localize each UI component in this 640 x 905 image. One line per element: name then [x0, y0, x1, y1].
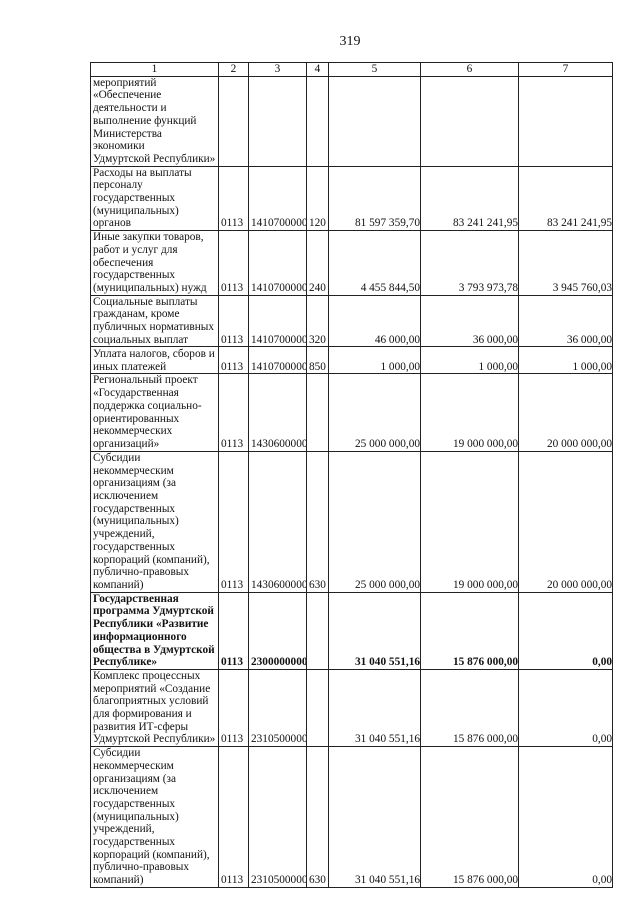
cell-col-7: 36 000,00 — [518, 294, 613, 348]
cell-col-5: 31 040 551,16 — [328, 746, 421, 888]
cell-col-2: 0113 — [218, 746, 249, 888]
cell-col-4 — [306, 668, 329, 748]
header-cell: 1 — [90, 62, 219, 77]
cell-col-3: 2310500000 — [248, 746, 307, 888]
cell-col-6: 15 876 000,00 — [420, 746, 519, 888]
table-row: Комплекс процессных мероприятий «Создани… — [90, 668, 613, 748]
cell-col-7: 0,00 — [518, 668, 613, 748]
table-row: Региональный проект «Государственная под… — [90, 373, 613, 452]
header-cell: 7 — [518, 62, 613, 77]
cell-col-6: 19 000 000,00 — [420, 373, 519, 452]
cell-col-7: 0,00 — [518, 591, 613, 670]
cell-col-5: 25 000 000,00 — [328, 450, 421, 593]
cell-col-6: 36 000,00 — [420, 294, 519, 348]
table-row: Социальные выплаты гражданам, кроме публ… — [90, 294, 613, 348]
cell-col-5 — [328, 75, 421, 167]
cell-col-3: 1410700000 — [248, 294, 307, 348]
cell-col-6: 1 000,00 — [420, 346, 519, 375]
row-label: Социальные выплаты гражданам, кроме публ… — [90, 294, 219, 348]
cell-col-4: 240 — [306, 230, 329, 296]
cell-col-2: 0113 — [218, 450, 249, 593]
header-cell: 6 — [420, 62, 519, 77]
cell-col-4: 320 — [306, 294, 329, 348]
cell-col-6: 15 876 000,00 — [420, 668, 519, 748]
cell-col-2 — [218, 75, 249, 167]
cell-col-7: 83 241 241,95 — [518, 165, 613, 232]
row-label: Иные закупки товаров, работ и услуг для … — [90, 230, 219, 296]
header-cell: 3 — [248, 62, 307, 77]
cell-col-4 — [306, 373, 329, 452]
row-label: Субсидии некоммерческим организациям (за… — [90, 450, 219, 593]
cell-col-7: 1 000,00 — [518, 346, 613, 375]
cell-col-4: 120 — [306, 165, 329, 232]
cell-col-6: 83 241 241,95 — [420, 165, 519, 232]
cell-col-3: 1410700000 — [248, 165, 307, 232]
cell-col-6: 19 000 000,00 — [420, 450, 519, 593]
table-row: Уплата налогов, сборов и иных платежей 01… — [90, 346, 613, 375]
cell-col-7 — [518, 75, 613, 167]
row-label: Комплекс процессных мероприятий «Создани… — [90, 668, 219, 748]
row-label: Субсидии некоммерческим организациям (за… — [90, 746, 219, 888]
cell-col-3: 1410700000 — [248, 230, 307, 296]
cell-col-7: 20 000 000,00 — [518, 450, 613, 593]
header-cell: 5 — [328, 62, 421, 77]
cell-col-4: 630 — [306, 746, 329, 888]
table-row: Субсидии некоммерческим организациям (за… — [90, 746, 613, 888]
row-label: мероприятий «Обеспечение деятельности и … — [90, 75, 219, 167]
row-label: Расходы на выплаты персоналу государстве… — [90, 165, 219, 232]
cell-col-5: 31 040 551,16 — [328, 668, 421, 748]
table-row: Субсидии некоммерческим организациям (за… — [90, 450, 613, 593]
header-row: 1 2 3 4 5 6 7 — [90, 62, 613, 77]
cell-col-2: 0113 — [218, 294, 249, 348]
cell-col-2: 0113 — [218, 346, 249, 375]
cell-col-3: 1410700000 — [248, 346, 307, 375]
cell-col-6: 15 876 000,00 — [420, 591, 519, 670]
table-row: мероприятий «Обеспечение деятельности и … — [90, 75, 613, 167]
cell-col-2: 0113 — [218, 230, 249, 296]
cell-col-4: 630 — [306, 450, 329, 593]
cell-col-2: 0113 — [218, 373, 249, 452]
cell-col-3: 1430600000 — [248, 373, 307, 452]
row-label: Уплата налогов, сборов и иных платежей — [90, 346, 219, 375]
cell-col-2: 0113 — [218, 591, 249, 670]
budget-table: 1 2 3 4 5 6 7 мероприятий «Обеспечение д… — [90, 62, 613, 888]
cell-col-4: 850 — [306, 346, 329, 375]
cell-col-2: 0113 — [218, 668, 249, 748]
cell-col-3 — [248, 75, 307, 167]
page-number: 319 — [339, 34, 361, 49]
header-cell: 4 — [306, 62, 329, 77]
cell-col-6 — [420, 75, 519, 167]
cell-col-3: 2310500000 — [248, 668, 307, 748]
cell-col-5: 1 000,00 — [328, 346, 421, 375]
cell-col-2: 0113 — [218, 165, 249, 232]
cell-col-4 — [306, 591, 329, 670]
cell-col-3: 2300000000 — [248, 591, 307, 670]
cell-col-6: 3 793 973,78 — [420, 230, 519, 296]
cell-col-5: 81 597 359,70 — [328, 165, 421, 232]
table-row: Расходы на выплаты персоналу государстве… — [90, 165, 613, 232]
cell-col-5: 46 000,00 — [328, 294, 421, 348]
cell-col-5: 4 455 844,50 — [328, 230, 421, 296]
table-row: Государственная программа Удмуртской Рес… — [90, 591, 613, 670]
cell-col-7: 0,00 — [518, 746, 613, 888]
header-cell: 2 — [218, 62, 249, 77]
row-label: Государственная программа Удмуртской Рес… — [90, 591, 219, 670]
cell-col-4 — [306, 75, 329, 167]
cell-col-7: 20 000 000,00 — [518, 373, 613, 452]
table-row: Иные закупки товаров, работ и услуг для … — [90, 230, 613, 296]
cell-col-7: 3 945 760,03 — [518, 230, 613, 296]
cell-col-3: 1430600000 — [248, 450, 307, 593]
cell-col-5: 25 000 000,00 — [328, 373, 421, 452]
row-label: Региональный проект «Государственная под… — [90, 373, 219, 452]
cell-col-5: 31 040 551,16 — [328, 591, 421, 670]
